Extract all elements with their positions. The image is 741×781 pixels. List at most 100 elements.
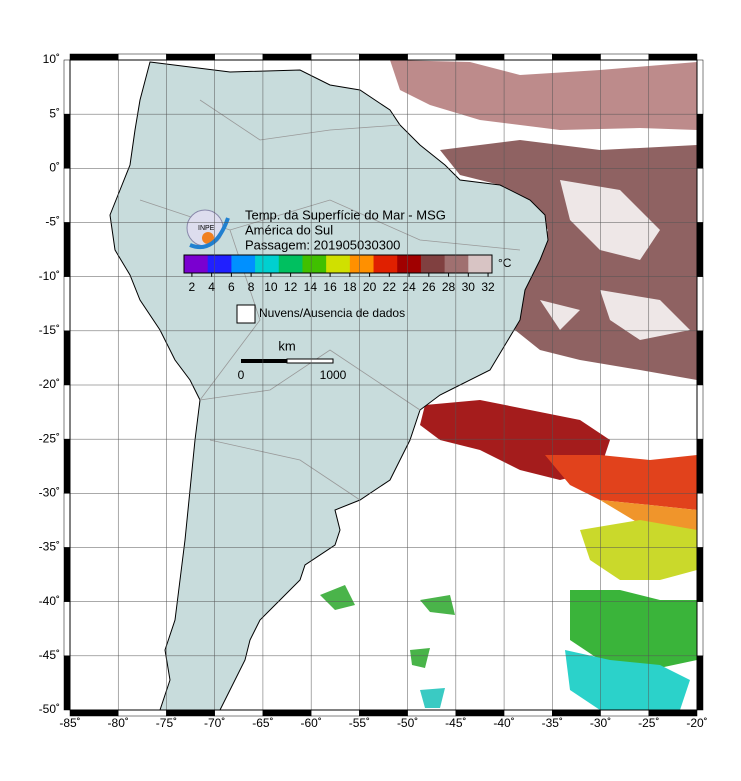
colorbar-tick-label: 22 <box>383 280 397 294</box>
frame-segment <box>166 53 215 61</box>
frame-segment <box>696 276 704 332</box>
colorbar-unit: °C <box>498 256 512 270</box>
lat-tick-label: -20˚ <box>39 377 60 391</box>
colorbar-tick-label: 12 <box>284 280 298 294</box>
lat-tick-label: -50˚ <box>39 702 60 716</box>
frame-segment <box>359 709 408 717</box>
colorbar-swatch <box>278 255 303 273</box>
frame-segment <box>117 709 167 717</box>
frame-segment <box>262 53 312 61</box>
lon-tick-label: -85˚ <box>59 716 80 730</box>
frame-segment <box>262 709 312 717</box>
frame-segment <box>214 53 264 61</box>
lat-tick-label: -30˚ <box>39 486 60 500</box>
colorbar-swatch <box>444 255 469 273</box>
frame-segment <box>310 709 360 717</box>
colorbar-swatch <box>326 255 351 273</box>
frame-segment <box>696 59 704 115</box>
colorbar-swatch <box>255 255 280 273</box>
frame-segment <box>69 709 119 717</box>
frame-segment <box>214 709 264 717</box>
colorbar-swatch <box>420 255 446 273</box>
lat-tick-label: -15˚ <box>39 323 60 337</box>
map-frame <box>69 59 698 711</box>
lat-tick-label: -45˚ <box>39 648 60 662</box>
frame-segment <box>696 222 704 277</box>
frame-segment <box>359 53 408 61</box>
lat-tick-label: 10˚ <box>43 52 60 66</box>
frame-segment <box>503 53 553 61</box>
colorbar-tick-label: 26 <box>422 280 436 294</box>
frame-segment <box>63 222 71 277</box>
frame-segment <box>696 493 704 548</box>
title: Temp. da Superfície do Mar - MSG <box>245 207 446 222</box>
colorbar-swatch <box>468 255 493 273</box>
lon-tick-label: -25˚ <box>638 716 659 730</box>
logo-text: INPE <box>198 225 215 232</box>
lat-tick-label: 5˚ <box>49 106 60 120</box>
colorbar: 2 4 6 8 10 12 14 16 18 20 22 24 26 28 30 32 <box>183 254 495 294</box>
lon-tick-label: -80˚ <box>108 716 129 730</box>
colorbar-tick-label: 30 <box>462 280 476 294</box>
frame-segment <box>600 53 650 61</box>
lat-tick-label: -10˚ <box>39 269 60 283</box>
lon-tick-label: -30˚ <box>590 716 611 730</box>
colorbar-swatch <box>184 255 209 273</box>
frame-segment <box>696 168 704 223</box>
subtitle: América do Sul <box>245 222 333 237</box>
lat-tick-label: -40˚ <box>39 594 60 608</box>
legend-swatch <box>236 304 256 324</box>
frame-segment <box>63 330 71 386</box>
frame-segment <box>63 276 71 332</box>
frame-segment <box>696 547 704 602</box>
frame-segment <box>600 709 650 717</box>
frame-segment <box>503 709 553 717</box>
colorbar-tick-label: 28 <box>442 280 456 294</box>
scale-bar <box>241 359 287 363</box>
lat-tick-label: -35˚ <box>39 540 60 554</box>
colorbar-tick-label: 32 <box>481 280 495 294</box>
lat-tick-label: -5˚ <box>45 215 60 229</box>
frame-segment <box>455 709 505 717</box>
frame-segment <box>166 709 215 717</box>
colorbar-frame <box>183 254 493 274</box>
frame-segment <box>63 601 71 657</box>
frame-segment <box>455 53 505 61</box>
pass-time: Passagem: 201905030300 <box>245 237 400 252</box>
frame-segment <box>63 168 71 223</box>
colorbar-swatch <box>349 255 375 273</box>
sst-patches <box>320 60 697 710</box>
frame-segment <box>696 330 704 386</box>
frame-segment <box>696 384 704 440</box>
colorbar-tick-label: 10 <box>264 280 278 294</box>
scale-bar <box>286 358 334 364</box>
frame-segment <box>63 493 71 548</box>
colorbar-tick-label: 24 <box>402 280 416 294</box>
borders <box>139 99 521 501</box>
frame-segment <box>552 709 601 717</box>
colorbar-tick-label: 4 <box>208 280 215 294</box>
colorbar-tick-label: 20 <box>363 280 377 294</box>
frame-segment <box>63 655 71 711</box>
frame-segment <box>63 547 71 602</box>
colorbar-swatch <box>397 255 422 273</box>
frame-segment <box>69 53 119 61</box>
scale-label: 1000 <box>320 368 347 382</box>
lon-tick-label: -45˚ <box>445 716 466 730</box>
legend-label: Nuvens/Ausencia de dados <box>259 306 405 320</box>
lon-tick-label: -20˚ <box>686 716 707 730</box>
lon-tick-label: -60˚ <box>300 716 321 730</box>
frame-segment <box>696 655 704 711</box>
frame-segment <box>310 53 360 61</box>
frame-segment <box>407 709 457 717</box>
colorbar-tick-label: 18 <box>343 280 357 294</box>
colorbar-tick-label: 8 <box>248 280 255 294</box>
colorbar-swatch <box>207 255 232 273</box>
frame-segment <box>63 59 71 115</box>
scale-unit: km <box>278 338 295 353</box>
lon-tick-label: -40˚ <box>493 716 514 730</box>
lon-tick-label: -70˚ <box>204 716 225 730</box>
frame-segment <box>648 53 698 61</box>
